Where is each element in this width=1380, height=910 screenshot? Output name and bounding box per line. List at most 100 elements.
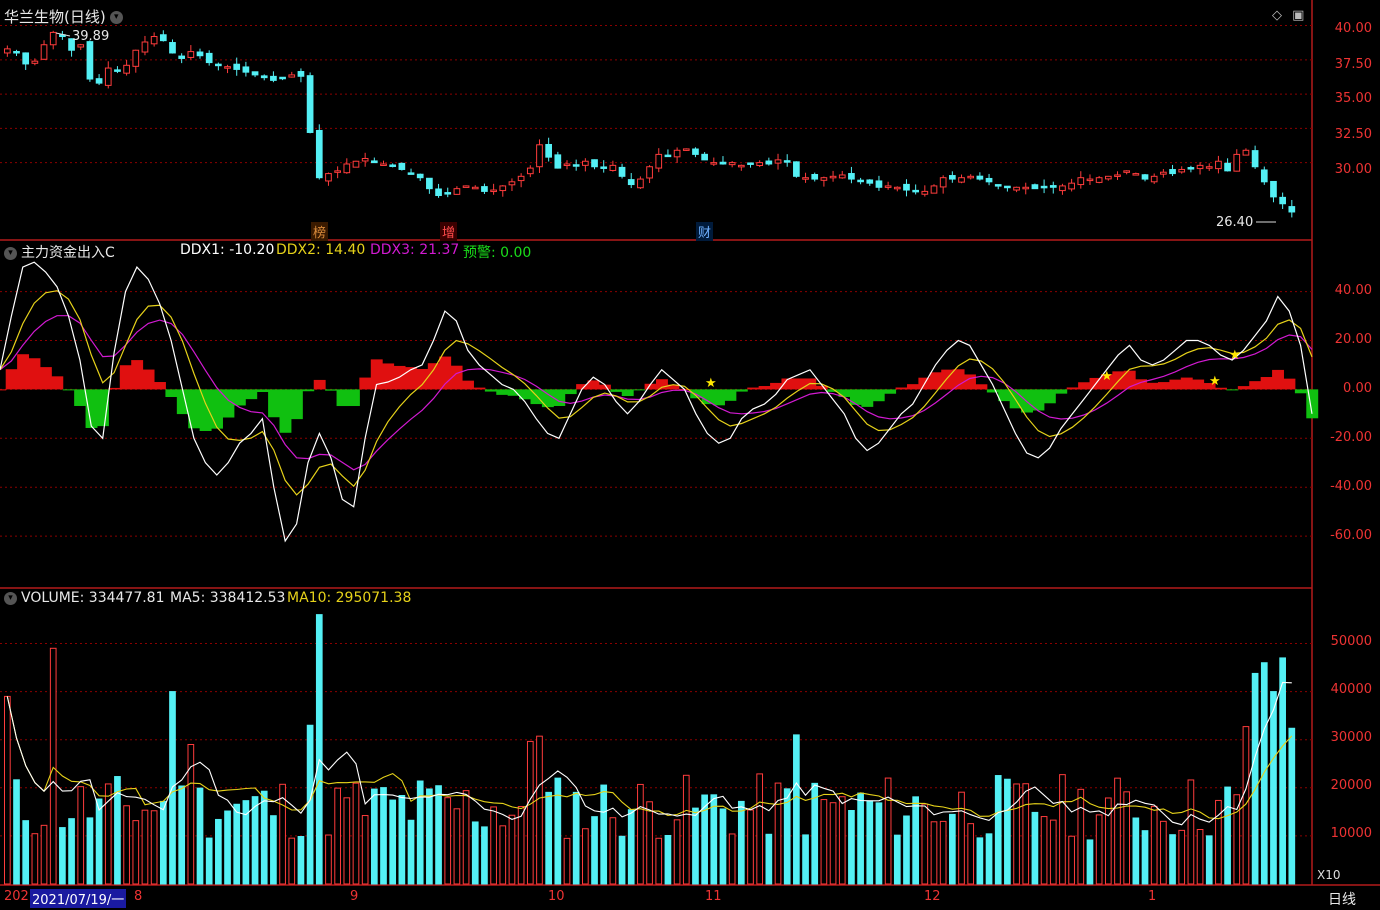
volume-bar (884, 777, 892, 885)
ddx-bar (1066, 387, 1079, 390)
candle-body (13, 50, 20, 54)
ddx-bar (268, 389, 281, 418)
volume-bar (1004, 778, 1011, 885)
ddx-bar (427, 363, 440, 390)
volume-bar (334, 787, 341, 885)
low-price-label: 26.40 (1216, 215, 1254, 230)
volume-bar (701, 794, 708, 885)
ma10-value: MA10: 295071.38 (287, 590, 412, 606)
chevron-down-icon[interactable]: ▾ (4, 591, 17, 605)
candle-body (774, 159, 782, 164)
x-month-11: 11 (705, 889, 722, 904)
candle-body (1132, 173, 1140, 176)
marker-zeng[interactable]: 增 (440, 222, 458, 241)
volume-bar (325, 834, 332, 885)
ddx-bar (473, 387, 486, 390)
stock-title[interactable]: 华兰生物(日线) ▾ (4, 6, 123, 27)
volume-bar (77, 786, 85, 885)
period-tab[interactable]: 日线 (1328, 892, 1356, 908)
ddx-bar (906, 384, 919, 390)
candle-body (1040, 185, 1048, 189)
ddx-bar (1226, 389, 1239, 391)
ddx-bar (211, 389, 223, 429)
ddx-bar (758, 386, 771, 390)
ddx-bar (598, 384, 611, 390)
ddx-panel-title[interactable]: ▾ 主力资金出入C (4, 242, 115, 262)
ddx-bar (96, 389, 109, 427)
window-icon[interactable]: ▣ (1292, 8, 1305, 23)
ddx-bar (633, 389, 646, 391)
ddx-bar (439, 356, 452, 390)
volume-bar (673, 819, 681, 885)
candle-body (288, 74, 296, 78)
candle-body (306, 75, 314, 133)
candle-body (398, 162, 406, 170)
candle-body (1031, 184, 1039, 190)
candle-body (737, 164, 745, 168)
volume-bar (426, 788, 433, 885)
ddx-bar (359, 377, 372, 390)
volume-bar (1040, 816, 1048, 885)
volume-bar (774, 782, 782, 885)
marker-cai[interactable]: 财 (696, 222, 714, 241)
ddx-bar (496, 389, 509, 395)
candle-body (793, 161, 800, 177)
volume-bar (1013, 783, 1020, 885)
ddx-bar (1021, 389, 1033, 413)
candle-body (389, 164, 397, 167)
ddx-bar (815, 385, 828, 390)
volume-bar (903, 815, 910, 885)
candle-body (490, 189, 497, 193)
volume-bar (1196, 829, 1204, 885)
volume-value: VOLUME: 334477.81 (21, 590, 165, 606)
ddx-bar (325, 389, 338, 391)
ddx-bar (347, 389, 360, 407)
volume-bar (343, 797, 351, 885)
ddx-bar (621, 389, 634, 397)
candle-body (453, 188, 461, 195)
volume-bar (114, 776, 121, 885)
x-month-10: 10 (548, 889, 565, 904)
chevron-down-icon[interactable]: ▾ (4, 246, 17, 260)
candle-body (958, 177, 965, 183)
volume-bar (591, 816, 598, 885)
ddx-bar (1306, 389, 1319, 419)
alert-star-icon: ★ (705, 376, 717, 391)
chevron-down-icon[interactable]: ▾ (109, 11, 123, 24)
marker-bang[interactable]: 榜 (311, 222, 329, 241)
volume-bar (187, 744, 195, 885)
ddx-bar (929, 372, 942, 390)
volume-bar (1160, 820, 1167, 885)
ddx-bar (507, 389, 520, 396)
candle-body (95, 78, 103, 84)
ddx-bar (302, 389, 315, 392)
candle-body (215, 63, 222, 67)
volume-bar (389, 799, 397, 885)
volume-bar (352, 782, 360, 885)
ddx-title-text: 主力资金出入C (21, 245, 115, 261)
volume-bar (517, 806, 525, 885)
ddx-bar (279, 389, 292, 433)
diamond-icon[interactable]: ◇ (1272, 8, 1282, 23)
volume-bar (737, 800, 745, 885)
candle-body (178, 55, 186, 59)
candle-body (86, 41, 94, 80)
volume-panel-title[interactable]: ▾ VOLUME: 334477.81 (4, 590, 165, 606)
candle-body (1068, 182, 1075, 190)
candle-body (701, 153, 708, 161)
volume-bar (297, 836, 305, 885)
volume-bar (1095, 814, 1103, 885)
ddx-bar (462, 380, 474, 390)
volume-bar (481, 826, 488, 885)
cursor-date[interactable]: 2021/07/19/一 (30, 889, 127, 908)
ddx-bar (1169, 379, 1182, 390)
volume-bar (104, 783, 112, 885)
volume-bar (398, 795, 406, 885)
alert-star-icon: ★ (1209, 374, 1221, 389)
candle-body (1260, 169, 1268, 183)
price-axis-35: 35.00 (1334, 91, 1372, 106)
candle-body (150, 36, 158, 45)
candle-body (1160, 171, 1167, 175)
candle-body (233, 63, 241, 70)
